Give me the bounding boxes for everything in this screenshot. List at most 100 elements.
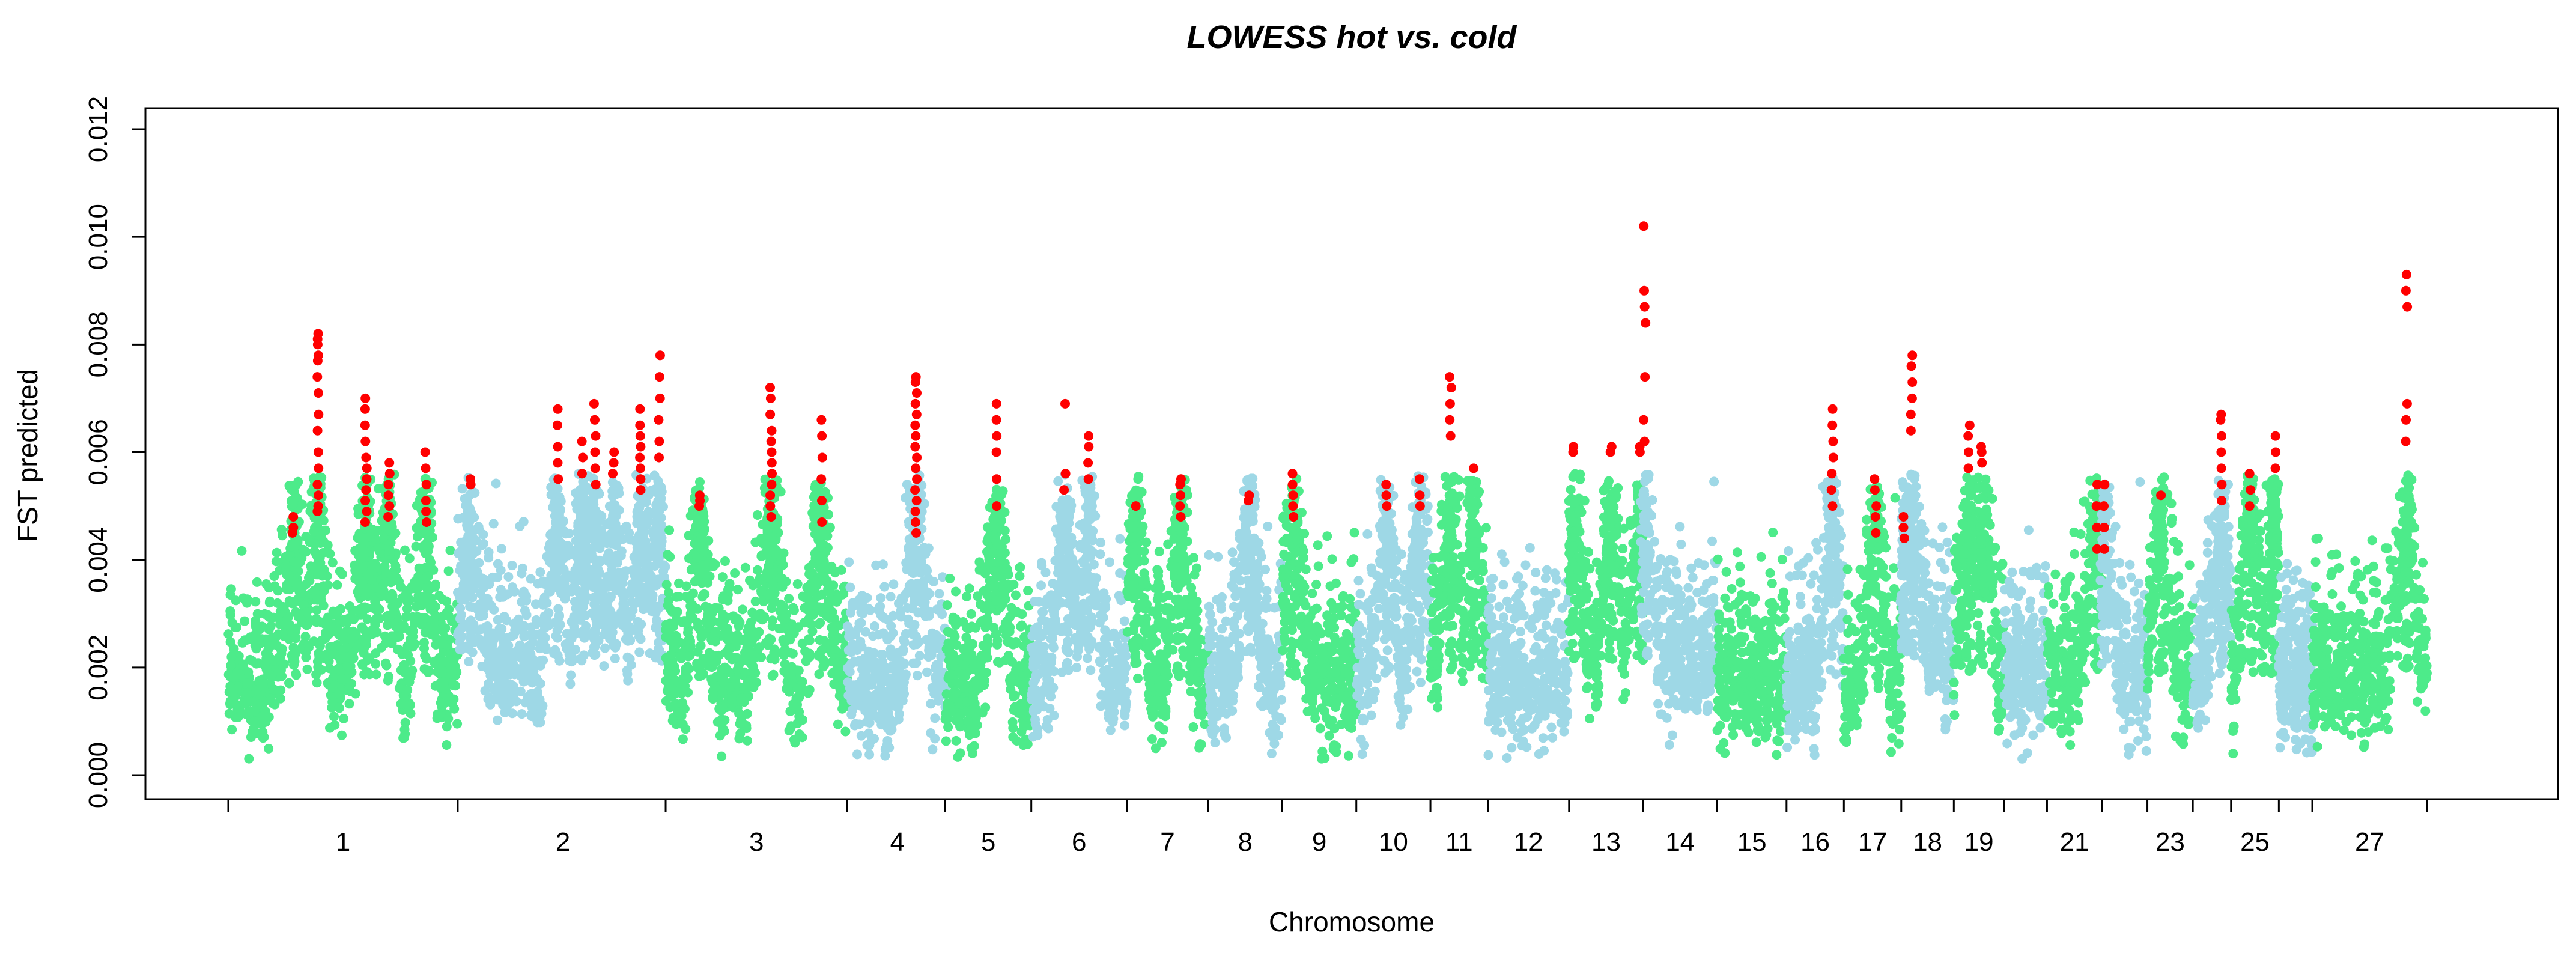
data-point <box>1023 586 1033 596</box>
data-point <box>846 710 857 720</box>
data-point <box>374 484 384 494</box>
data-point <box>588 499 598 509</box>
data-point <box>1080 540 1090 550</box>
data-point <box>251 659 261 669</box>
data-point <box>581 621 591 631</box>
data-point <box>733 585 743 595</box>
data-point <box>251 597 261 607</box>
data-point <box>928 744 938 755</box>
data-point <box>865 605 875 615</box>
data-point <box>533 579 543 589</box>
data-point <box>934 589 944 599</box>
data-point <box>792 683 803 693</box>
data-point <box>883 673 893 683</box>
data-point <box>656 537 666 547</box>
data-point <box>325 723 335 733</box>
data-point <box>767 532 777 543</box>
data-point <box>490 657 500 667</box>
data-point <box>442 740 452 750</box>
data-point <box>326 622 336 632</box>
data-point <box>1057 567 1066 577</box>
data-point <box>231 595 241 606</box>
data-point <box>225 637 235 647</box>
data-point <box>1048 641 1058 651</box>
data-point <box>608 522 618 532</box>
data-point <box>930 713 940 723</box>
data-point <box>1076 585 1086 595</box>
data-point <box>973 591 983 601</box>
data-point <box>974 557 985 567</box>
data-point <box>989 520 999 531</box>
data-point <box>607 538 616 549</box>
data-point <box>605 592 615 602</box>
data-point <box>589 554 599 564</box>
data-point <box>1108 701 1119 711</box>
data-point <box>443 566 454 576</box>
data-point <box>953 713 963 723</box>
data-point <box>742 735 752 746</box>
data-point <box>1002 617 1012 626</box>
data-point <box>381 658 391 668</box>
data-point <box>1083 653 1092 663</box>
data-point <box>911 632 921 642</box>
data-point <box>927 628 937 638</box>
data-point <box>767 615 777 626</box>
data-point <box>568 582 579 592</box>
data-point <box>844 624 854 635</box>
data-point <box>1060 540 1071 550</box>
data-point <box>695 477 705 487</box>
data-point <box>876 593 886 603</box>
data-point <box>1028 707 1039 717</box>
data-point <box>383 675 393 686</box>
data-point <box>1046 620 1057 630</box>
data-point <box>611 550 621 561</box>
data-point <box>636 634 646 644</box>
data-point <box>309 585 320 595</box>
data-point <box>497 624 507 634</box>
data-point <box>819 529 830 540</box>
data-point <box>819 636 829 646</box>
data-point <box>769 650 779 660</box>
data-point <box>656 486 666 496</box>
data-point <box>224 708 234 719</box>
data-point <box>291 623 301 633</box>
data-point <box>876 697 887 707</box>
data-point <box>350 689 360 699</box>
data-point <box>404 553 415 564</box>
data-point <box>945 573 955 583</box>
data-point <box>279 659 289 669</box>
data-point <box>652 601 662 612</box>
data-point <box>816 551 826 561</box>
data-point <box>1072 636 1082 647</box>
data-point <box>1084 583 1095 594</box>
data-point <box>570 645 580 654</box>
data-point <box>891 695 901 705</box>
data-point <box>651 580 661 591</box>
data-point <box>634 502 645 513</box>
data-point <box>768 546 778 556</box>
data-point <box>759 612 770 622</box>
data-point <box>603 556 613 567</box>
data-point <box>554 656 565 666</box>
data-point <box>491 478 501 489</box>
data-point <box>419 574 430 584</box>
data-point <box>975 677 985 687</box>
data-point <box>948 615 958 626</box>
data-point <box>342 661 353 671</box>
data-point <box>763 589 773 600</box>
data-point <box>360 602 370 612</box>
data-point <box>868 631 878 641</box>
data-point <box>889 579 899 589</box>
data-point <box>575 564 585 574</box>
data-point <box>830 626 839 636</box>
data-point <box>475 611 485 621</box>
data-point <box>666 650 676 660</box>
data-point <box>566 670 576 680</box>
chart-title: LOWESS hot vs. cold <box>1186 19 1517 55</box>
data-point <box>226 652 237 662</box>
data-point <box>880 750 890 761</box>
data-point <box>692 658 702 668</box>
data-point <box>401 589 411 599</box>
data-point <box>807 626 818 636</box>
data-point <box>745 575 755 585</box>
